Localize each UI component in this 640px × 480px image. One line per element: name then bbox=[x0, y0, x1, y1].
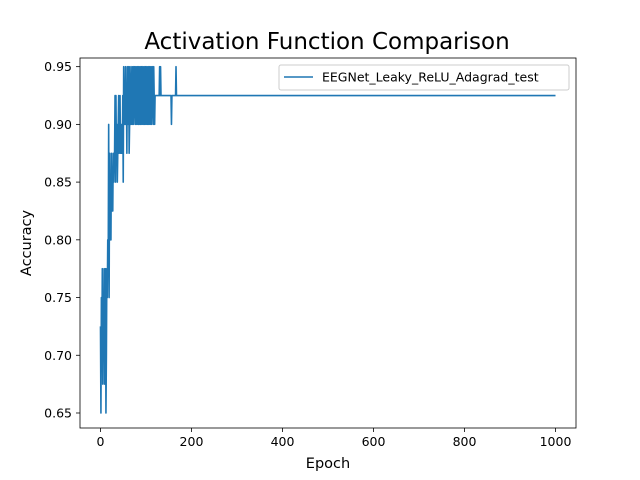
x-tick-label: 800 bbox=[453, 434, 477, 449]
x-tick-label: 400 bbox=[271, 434, 295, 449]
x-axis-title: Epoch bbox=[306, 456, 350, 472]
x-tick-label: 200 bbox=[180, 434, 204, 449]
chart-title: Activation Function Comparison bbox=[144, 29, 509, 55]
plot-area bbox=[79, 57, 577, 429]
x-tick-label: 1000 bbox=[540, 434, 572, 449]
y-axis-title: Accuracy bbox=[19, 209, 35, 276]
y-tick-label: 0.85 bbox=[44, 175, 72, 190]
series-line-0 bbox=[99, 65, 556, 414]
x-tick-label: 0 bbox=[97, 434, 105, 449]
x-axis: 0 200 400 600 800 1000 bbox=[97, 428, 572, 449]
legend-label: EEGNet_Leaky_ReLU_Adagrad_test bbox=[322, 70, 539, 85]
x-tick-label: 600 bbox=[362, 434, 386, 449]
plot-frame bbox=[79, 57, 577, 429]
series-layer bbox=[99, 65, 556, 414]
y-tick-label: 0.95 bbox=[44, 59, 72, 74]
y-tick-label: 0.65 bbox=[44, 405, 72, 420]
y-tick-label: 0.90 bbox=[44, 117, 72, 132]
legend-box bbox=[278, 64, 570, 91]
y-tick-label: 0.75 bbox=[44, 290, 72, 305]
legend: EEGNet_Leaky_ReLU_Adagrad_test bbox=[278, 64, 570, 91]
y-tick-label: 0.70 bbox=[44, 348, 72, 363]
y-tick-label: 0.80 bbox=[44, 232, 72, 247]
y-axis: 0.65 0.70 0.75 0.80 0.85 0.90 0.95 bbox=[44, 59, 80, 420]
